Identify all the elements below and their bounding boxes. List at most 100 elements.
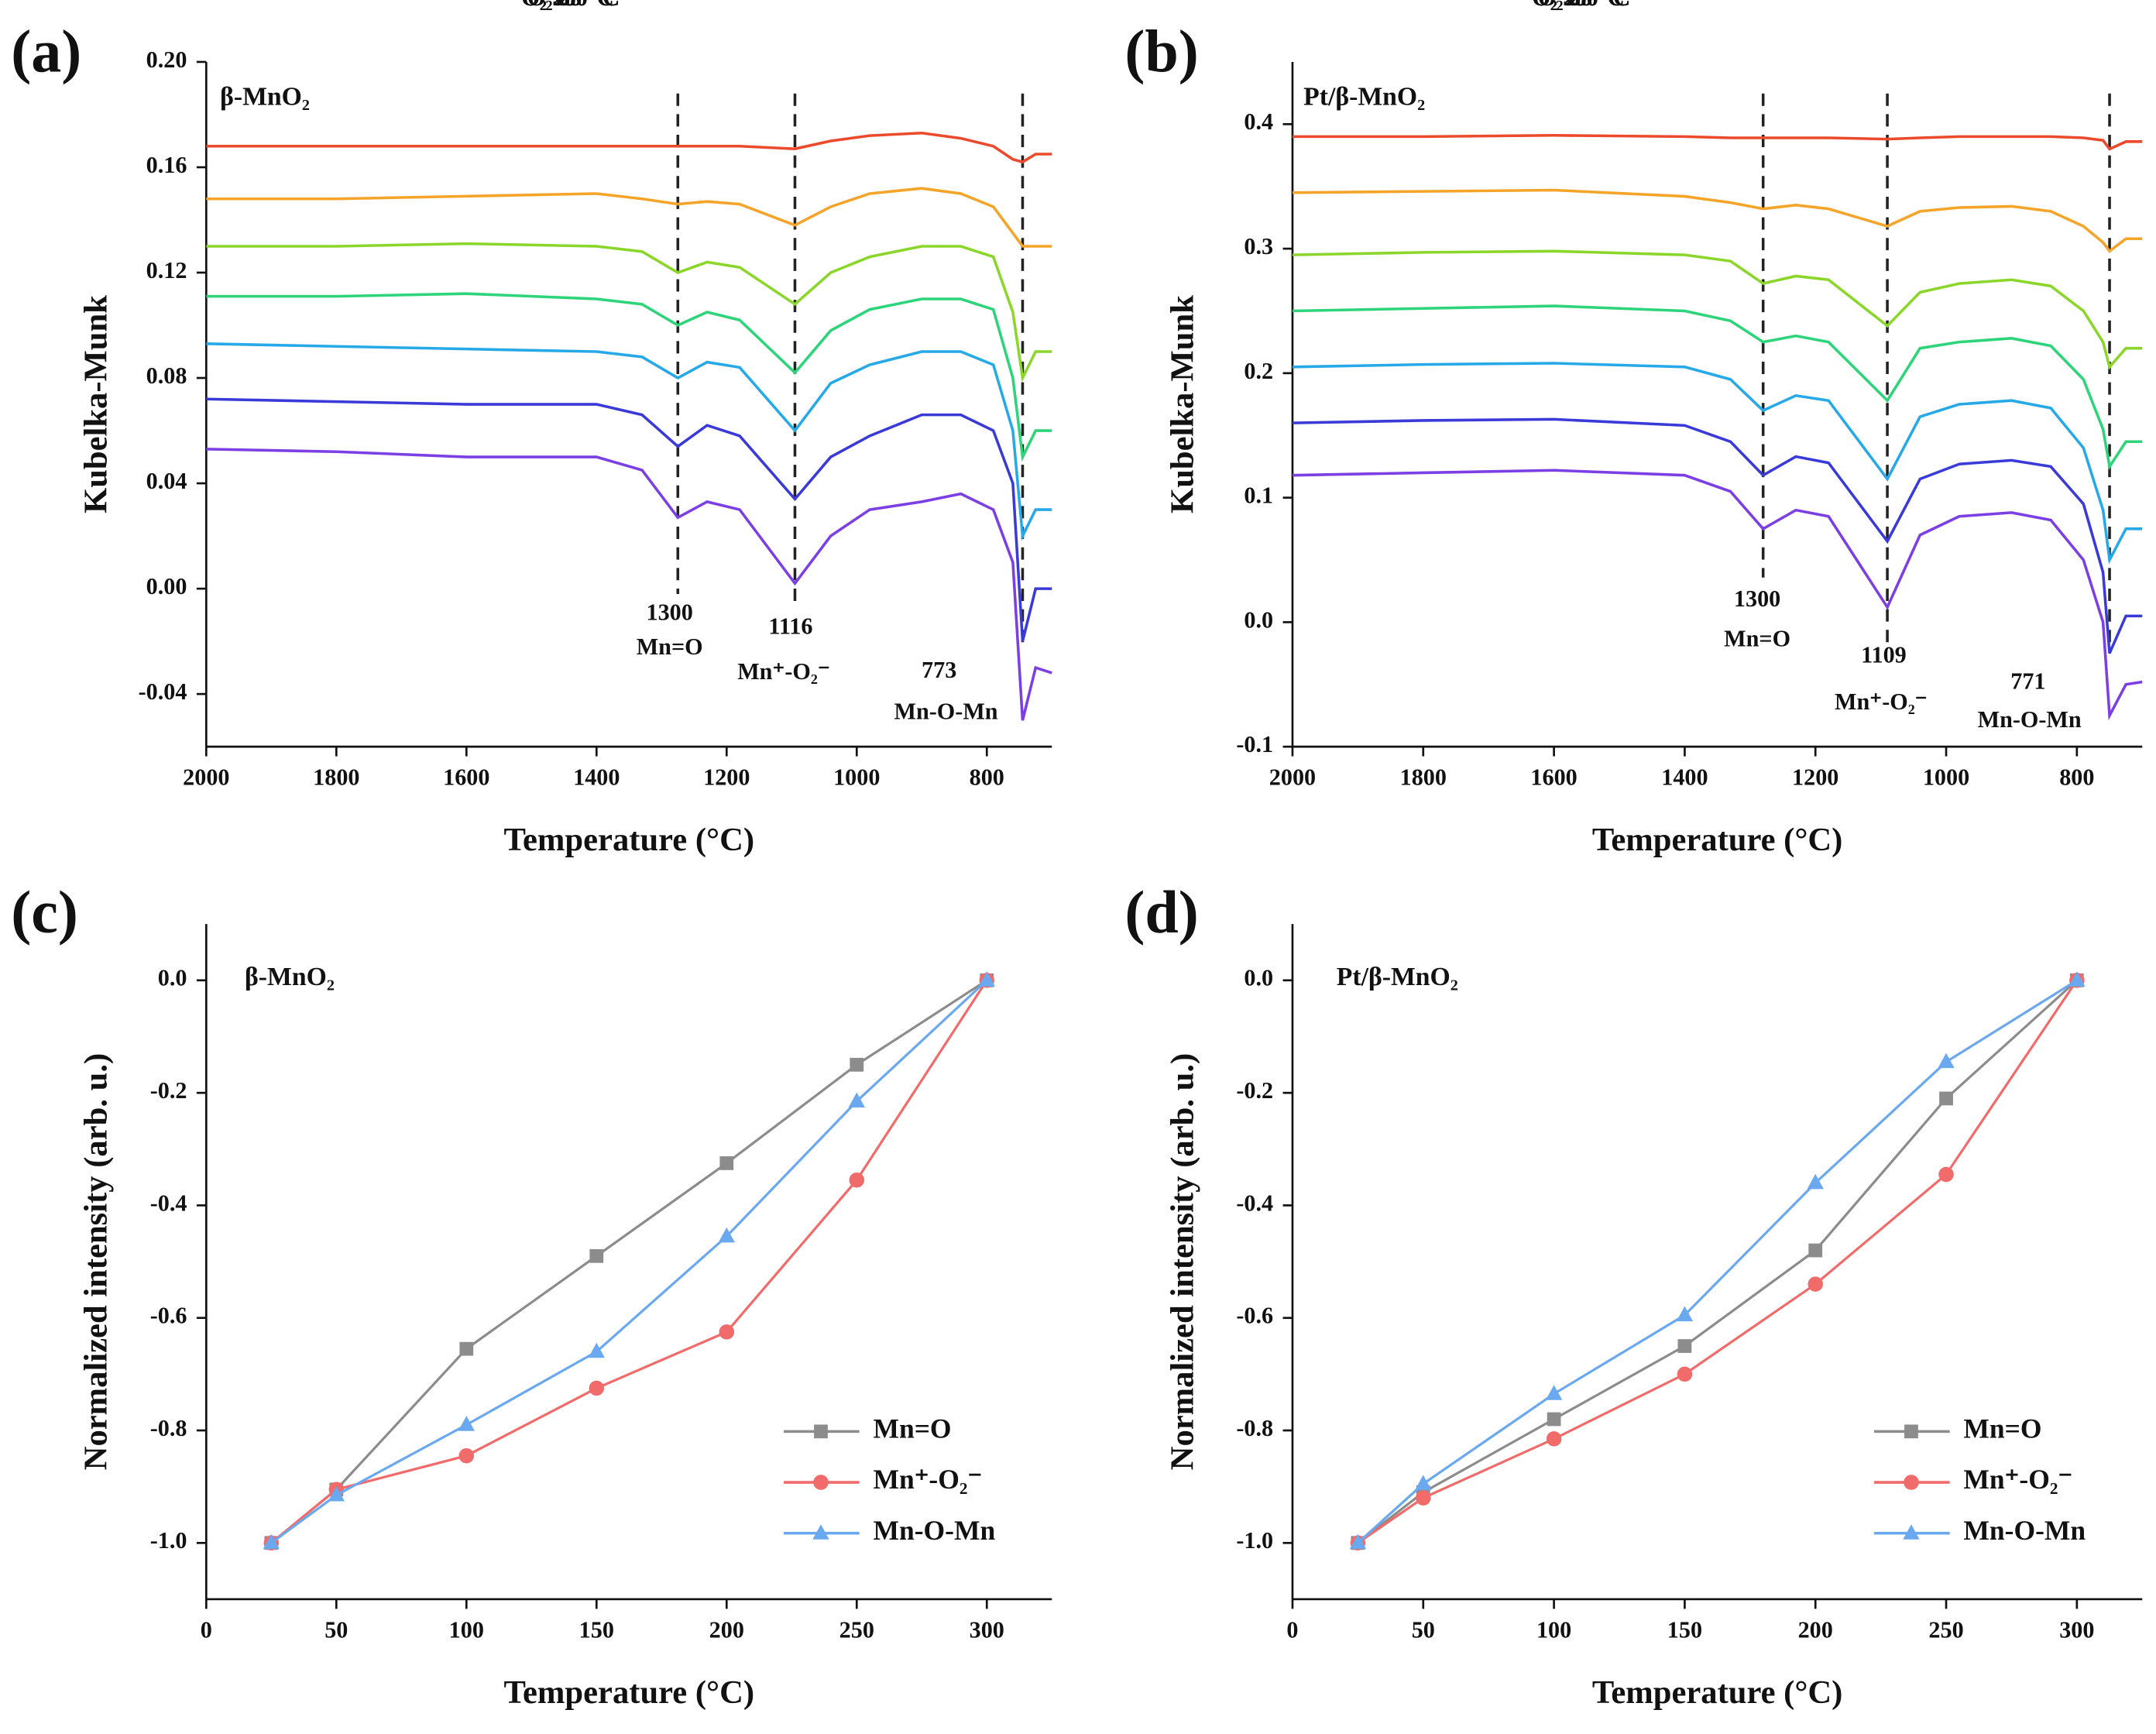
- panel-label: (c): [11, 878, 78, 946]
- annotation: Mn-O-Mn: [894, 698, 998, 724]
- legend-label: Mn⁺-O₂⁻: [873, 1464, 982, 1495]
- marker: [263, 1533, 280, 1550]
- annotation: Mn⁺-O₂⁻: [1835, 688, 1928, 715]
- x-tick-label: 250: [1928, 1616, 1963, 1643]
- x-axis-label: Temperature (°C): [1592, 822, 1843, 858]
- marker: [718, 1227, 735, 1243]
- x-tick-label: 100: [449, 1616, 484, 1643]
- y-tick-label: 0.0: [1244, 965, 1273, 991]
- panel-label: (d): [1124, 878, 1198, 946]
- x-tick-label: 1000: [833, 764, 880, 791]
- y-axis-label: Kubelka-Munk: [1164, 295, 1200, 513]
- legend-marker: [812, 1524, 829, 1540]
- series-line: [206, 292, 1052, 462]
- marker: [1677, 1366, 1693, 1382]
- legend-marker: [813, 1475, 829, 1490]
- y-tick-label: -0.6: [1236, 1303, 1273, 1329]
- marker: [848, 1092, 865, 1108]
- marker: [588, 1342, 605, 1358]
- marker: [589, 1248, 604, 1263]
- series-line: [270, 979, 988, 1544]
- x-tick-label: 1200: [1792, 764, 1838, 791]
- y-tick-label: -0.8: [1236, 1415, 1273, 1441]
- x-tick-label: 0: [1286, 1616, 1298, 1643]
- y-tick-label: -0.8: [150, 1415, 187, 1441]
- series-line: [1357, 979, 2078, 1544]
- y-axis-label: Kubelka-Munk: [78, 295, 115, 513]
- y-tick-label: 0.3: [1244, 233, 1273, 259]
- series-label: O₂ 300 °C: [521, 0, 620, 11]
- marker: [328, 1486, 345, 1502]
- series-line: [1357, 979, 2079, 1544]
- x-tick-label: 1200: [703, 764, 750, 791]
- series-line: [1292, 304, 2143, 471]
- marker: [1676, 1306, 1694, 1322]
- marker: [2068, 971, 2086, 987]
- marker: [589, 1380, 605, 1396]
- annotation: Mn=O: [637, 634, 703, 660]
- panel-title: Pt/β-MnO₂: [1303, 83, 1425, 112]
- series-label: O₂ 100 °C: [1532, 0, 1630, 11]
- y-tick-label: 0.0: [158, 965, 187, 991]
- marker: [1416, 1490, 1431, 1506]
- series-line: [270, 979, 988, 1544]
- x-tick-label: 200: [1798, 1616, 1833, 1643]
- marker: [1677, 1339, 1692, 1353]
- marker: [459, 1341, 474, 1356]
- annotation: 1300: [1734, 585, 1780, 612]
- series-label: O₂ 200 °C: [1532, 0, 1630, 11]
- series-label: O₂ 300 °C: [1532, 0, 1630, 11]
- series-line: [1357, 979, 2078, 1544]
- series-line: [206, 131, 1052, 164]
- series-label: O₂ 150 °C: [1532, 0, 1630, 11]
- series-label: O₂ 100 °C: [521, 0, 620, 11]
- x-tick-label: 250: [839, 1616, 874, 1643]
- annotation: 1300: [647, 599, 693, 626]
- x-tick-label: 2000: [1269, 764, 1316, 791]
- series-line: [1292, 362, 2143, 565]
- x-tick-label: 1000: [1923, 764, 1969, 791]
- x-axis-label: Temperature (°C): [504, 822, 755, 858]
- y-tick-label: -1.0: [1236, 1527, 1273, 1554]
- legend-marker: [1904, 1475, 1919, 1490]
- x-tick-label: 300: [970, 1616, 1004, 1643]
- legend-label: Mn=O: [1963, 1413, 2041, 1444]
- y-tick-label: -0.4: [1236, 1190, 1273, 1216]
- x-tick-label: 0: [201, 1616, 212, 1643]
- series-label: O₂ 50 °C: [1538, 0, 1625, 11]
- x-tick-label: 1800: [1400, 764, 1447, 791]
- marker: [1415, 1475, 1432, 1491]
- x-axis-label: Temperature (°C): [1592, 1674, 1843, 1711]
- panel-title: β-MnO₂: [220, 83, 310, 112]
- annotation: 773: [922, 657, 956, 683]
- marker: [458, 1447, 475, 1464]
- annotation: Mn-O-Mn: [1978, 706, 2082, 733]
- annotation: 1116: [768, 613, 812, 639]
- marker: [850, 1057, 864, 1072]
- series-line: [206, 242, 1052, 383]
- series-line: [206, 342, 1052, 541]
- annotation: 1109: [1861, 642, 1907, 668]
- legend-label: Mn-O-Mn: [1963, 1515, 2086, 1546]
- annotation: Mn=O: [1724, 625, 1790, 651]
- y-tick-label: -0.2: [150, 1077, 187, 1104]
- series-label: O₂ 25 °C: [1538, 0, 1625, 11]
- y-tick-label: -1.0: [150, 1527, 187, 1554]
- x-axis-label: Temperature (°C): [504, 1674, 755, 1711]
- x-tick-label: 800: [970, 764, 1004, 791]
- y-axis-label: Normalized intensity (arb. u.): [78, 1053, 115, 1471]
- x-tick-label: 150: [1667, 1616, 1702, 1643]
- series-line: [270, 979, 988, 1544]
- marker: [458, 1416, 475, 1431]
- series-line: [206, 397, 1052, 642]
- legend-marker: [1904, 1424, 1918, 1439]
- y-tick-label: 0.20: [146, 46, 187, 73]
- x-tick-label: 2000: [183, 764, 229, 791]
- marker: [849, 1172, 865, 1188]
- panel-title: Pt/β-MnO₂: [1337, 963, 1458, 991]
- marker: [1808, 1243, 1823, 1258]
- x-tick-label: 1800: [313, 764, 359, 791]
- y-tick-label: 0.12: [146, 257, 187, 283]
- x-tick-label: 150: [579, 1616, 614, 1643]
